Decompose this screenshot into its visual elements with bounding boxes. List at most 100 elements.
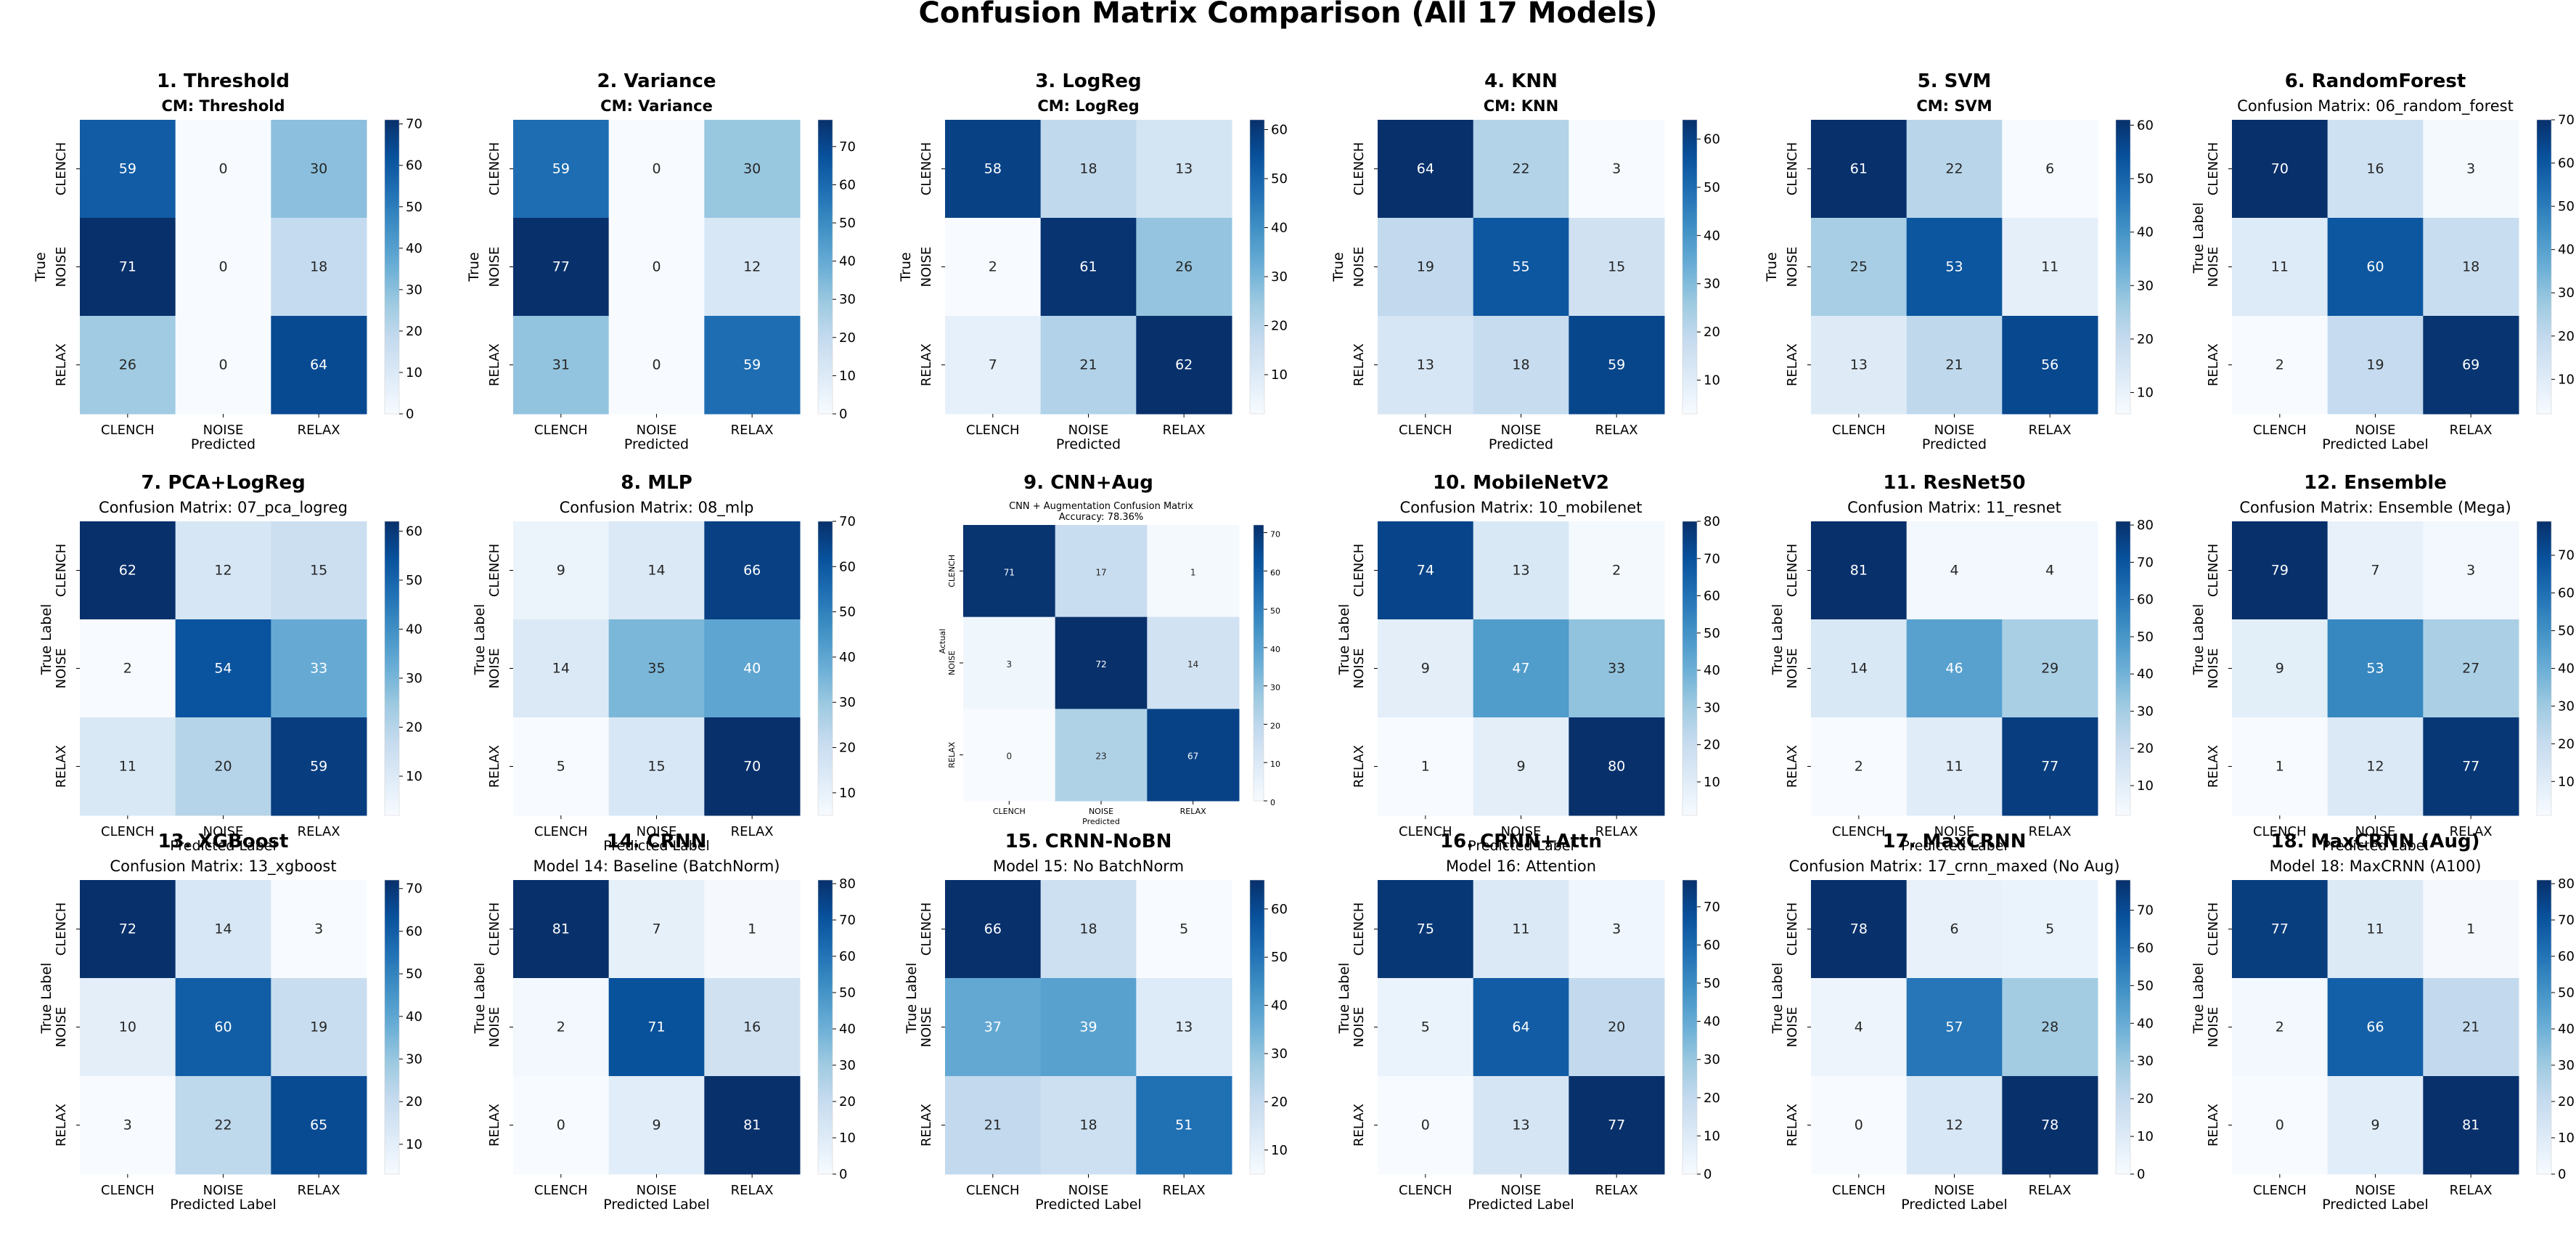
cell-value: 67	[1187, 752, 1198, 762]
cell-value: 14	[647, 563, 665, 579]
colorbar-tick-label: 20	[2558, 736, 2575, 752]
colorbar-tick-label: 60	[406, 924, 422, 939]
cell-value: 54	[214, 661, 232, 677]
heatmap-cell	[704, 978, 801, 1077]
colorbar-tick-label: 40	[2137, 225, 2154, 240]
heatmap-panel: 15. CRNN-NoBN Model 15: No BatchNorm 66 18 5…	[904, 831, 1288, 1213]
colorbar-tick-label: 30	[2558, 699, 2575, 714]
x-tick-label: CLENCH	[966, 1183, 1020, 1198]
y-tick-label: NOISE	[2206, 648, 2221, 689]
colorbar-tick-label: 20	[839, 741, 856, 756]
colorbar	[2115, 879, 2131, 1175]
cell-value: 9	[2371, 1117, 2379, 1133]
panel-subtitle: Confusion Matrix: 13_xgboost	[110, 858, 336, 876]
colorbar-tick-label: 30	[839, 292, 856, 307]
heatmap-cell	[2232, 619, 2328, 718]
colorbar	[384, 521, 400, 816]
heatmap-cell	[2232, 218, 2328, 317]
panel-title: 3. LogReg	[1035, 70, 1141, 92]
heatmap-cell	[1473, 120, 1569, 219]
x-tick-label: NOISE	[2355, 1183, 2396, 1198]
colorbar-tick-label: 30	[2558, 1058, 2575, 1073]
cell-value: 9	[1516, 759, 1525, 775]
colorbar-tick-label: 10	[2137, 1129, 2154, 1144]
cell-value: 10	[119, 1019, 136, 1035]
x-tick-label: CLENCH	[101, 824, 155, 839]
cell-value: 1	[1421, 759, 1430, 775]
colorbar-tick-label: 30	[1270, 683, 1280, 693]
y-tick-label: CLENCH	[1785, 903, 1800, 956]
y-tick-label: NOISE	[54, 247, 69, 288]
cell-value: 66	[2366, 1019, 2384, 1035]
cell-value: 0	[652, 259, 661, 275]
x-tick-label: NOISE	[1934, 1183, 1975, 1198]
colorbar	[817, 879, 833, 1175]
heatmap-cell	[513, 978, 610, 1077]
cell-value: 59	[119, 161, 136, 177]
heatmap-cell	[945, 120, 1042, 219]
colorbar	[384, 119, 400, 415]
cell-value: 3	[2466, 161, 2475, 177]
panel-title: 9. CNN+Aug	[1023, 472, 1153, 494]
cell-value: 11	[2366, 921, 2384, 937]
cell-value: 11	[2271, 259, 2289, 275]
panel-subtitle: Model 14: Baseline (BatchNorm)	[533, 858, 780, 875]
colorbar-tick-label: 0	[839, 1167, 847, 1182]
heatmap-cell	[2423, 521, 2519, 620]
y-tick-label: CLENCH	[2206, 903, 2221, 956]
heatmap-cell	[1569, 717, 1665, 816]
panel-subtitle: Confusion Matrix: 08_mlp	[560, 499, 754, 517]
x-tick-label: RELAX	[298, 423, 340, 438]
cell-value: 3	[1007, 659, 1013, 669]
cell-value: 18	[1512, 357, 1529, 373]
heatmap-cell	[1147, 709, 1240, 802]
x-tick-label: CLENCH	[1832, 423, 1886, 438]
y-tick-label: CLENCH	[54, 142, 69, 196]
heatmap-cell	[1906, 120, 2003, 219]
y-axis-label: True Label	[2191, 604, 2207, 676]
y-tick-label: CLENCH	[1785, 142, 1800, 196]
heatmap-panel: 16. CRNN+Attn Model 16: Attention 75 11 3 5 64…	[1336, 831, 1720, 1213]
y-tick-label: RELAX	[487, 1104, 502, 1147]
x-tick-label: CLENCH	[101, 423, 155, 438]
heatmap-cell	[2232, 880, 2328, 979]
cell-value: 70	[2271, 161, 2289, 177]
colorbar-tick-label: 60	[406, 524, 422, 539]
heatmap-cell	[608, 880, 705, 979]
colorbar-tick-label: 10	[2558, 774, 2575, 789]
cell-value: 11	[119, 759, 136, 775]
heatmap-cell	[608, 1076, 705, 1175]
cell-value: 14	[1850, 661, 1868, 677]
heatmap-cell	[2002, 880, 2098, 979]
heatmap-cell	[1378, 717, 1474, 816]
y-tick-label: NOISE	[487, 1007, 502, 1048]
panel-subtitle: Confusion Matrix: 10_mobilenet	[1400, 499, 1643, 517]
panel-title: 2. Variance	[597, 70, 716, 92]
heatmap-cell	[271, 218, 367, 317]
x-tick-label: RELAX	[731, 824, 774, 839]
cell-value: 18	[1079, 161, 1097, 177]
colorbar-tick-label: 20	[839, 330, 856, 346]
figure-title: Confusion Matrix Comparison (All 17 Mode…	[918, 0, 1658, 30]
y-tick-label: RELAX	[54, 745, 69, 788]
cell-value: 30	[310, 161, 327, 177]
heatmap-cell	[2423, 717, 2519, 816]
x-tick-label: CLENCH	[2253, 423, 2307, 438]
y-tick-label: NOISE	[54, 648, 69, 689]
x-tick-label: CLENCH	[101, 1183, 155, 1198]
heatmap-cell	[2002, 120, 2098, 219]
colorbar	[2536, 119, 2552, 415]
cell-value: 3	[123, 1117, 132, 1133]
cell-value: 28	[2041, 1019, 2058, 1035]
heatmap-cell	[1569, 1076, 1665, 1175]
heatmap-panel: 13. XGBoost Confusion Matrix: 13_xgboost 7…	[38, 831, 422, 1213]
cell-value: 64	[1512, 1019, 1529, 1035]
y-tick-label: CLENCH	[487, 903, 502, 956]
heatmap-cell	[1906, 521, 2003, 620]
colorbar-tick-label: 20	[1704, 738, 1720, 753]
colorbar-tick-label: 70	[2137, 903, 2154, 919]
cell-value: 61	[1079, 259, 1097, 275]
cell-value: 59	[1608, 357, 1625, 373]
heatmap-cell	[704, 218, 801, 317]
heatmap-cell	[1569, 218, 1665, 317]
